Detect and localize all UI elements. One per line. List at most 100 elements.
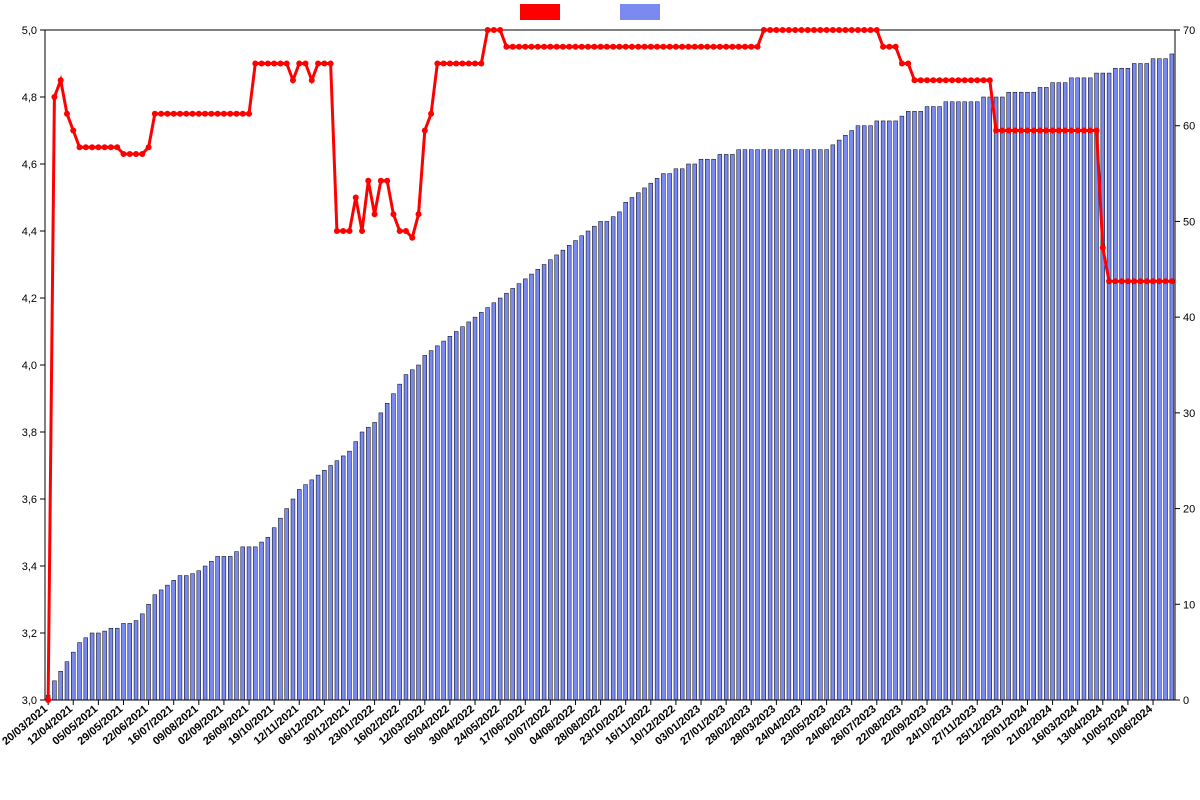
bar [1139, 64, 1143, 701]
line-marker [522, 44, 528, 50]
line-marker [1006, 128, 1012, 134]
line-marker [736, 44, 742, 50]
line-marker [120, 151, 126, 157]
bar [988, 97, 992, 700]
bar [122, 623, 126, 700]
line-marker [529, 44, 535, 50]
line-marker [541, 44, 547, 50]
line-marker [748, 44, 754, 50]
bar [523, 279, 527, 700]
line-marker [905, 61, 911, 67]
bar [906, 111, 910, 700]
bar [887, 121, 891, 700]
bar [630, 198, 634, 701]
line-marker [58, 77, 64, 83]
line-marker [1075, 128, 1081, 134]
bar [1007, 92, 1011, 700]
line-marker [849, 27, 855, 33]
bar [272, 528, 276, 700]
bar [636, 193, 640, 700]
bar [611, 217, 615, 700]
line-marker [1144, 278, 1150, 284]
line-marker [309, 77, 315, 83]
bar [831, 145, 835, 700]
line-marker [51, 94, 57, 100]
bar [818, 150, 822, 700]
line-marker [510, 44, 516, 50]
bar [398, 384, 402, 700]
bar [278, 518, 282, 700]
line-marker [478, 61, 484, 67]
line-marker [453, 61, 459, 67]
line-marker [1043, 128, 1049, 134]
line-marker [755, 44, 761, 50]
line-marker [378, 178, 384, 184]
bar [404, 375, 408, 700]
line-marker [673, 44, 679, 50]
line-marker [610, 44, 616, 50]
bar [956, 102, 960, 700]
line-marker [868, 27, 874, 33]
line-marker [221, 111, 227, 117]
bar [881, 121, 885, 700]
line-marker [497, 27, 503, 33]
bar [216, 556, 220, 700]
line-marker [780, 27, 786, 33]
bar [875, 121, 879, 700]
bar [555, 255, 559, 700]
bar [1082, 78, 1086, 700]
line-marker [1106, 278, 1112, 284]
bar [850, 131, 854, 701]
line-marker [70, 128, 76, 134]
line-marker [786, 27, 792, 33]
y-left-tick-label: 4,8 [22, 92, 37, 104]
line-marker [704, 44, 710, 50]
y-left-tick-label: 4,6 [22, 159, 37, 171]
line-marker [880, 44, 886, 50]
line-marker [190, 111, 196, 117]
line-marker [924, 77, 930, 83]
bar [360, 432, 364, 700]
bar [680, 169, 684, 700]
bar [1038, 87, 1042, 700]
line-marker [95, 144, 101, 150]
line-marker [811, 27, 817, 33]
line-marker [767, 27, 773, 33]
bar [115, 628, 119, 700]
bar [800, 150, 804, 700]
line-marker [208, 111, 214, 117]
bar [1107, 73, 1111, 700]
bar [969, 102, 973, 700]
bar [222, 556, 226, 700]
bar [1069, 78, 1073, 700]
bar [592, 226, 596, 700]
y-right-tick-label: 10 [1183, 599, 1195, 611]
bar [1032, 92, 1036, 700]
bar [65, 662, 69, 700]
line-marker [459, 61, 465, 67]
line-marker [598, 44, 604, 50]
bar [316, 475, 320, 700]
bar [1051, 83, 1055, 700]
bar [1164, 59, 1168, 700]
line-marker [77, 144, 83, 150]
bar [1063, 83, 1067, 700]
line-marker [616, 44, 622, 50]
bar [172, 580, 176, 700]
bar [479, 312, 483, 700]
bar [624, 202, 628, 700]
line-marker [1012, 128, 1018, 134]
line-marker [346, 228, 352, 234]
bar [467, 322, 471, 700]
line-marker [1100, 245, 1106, 251]
bar [147, 604, 151, 700]
bar [304, 485, 308, 700]
line-marker [127, 151, 133, 157]
bar [1126, 68, 1130, 700]
bar [913, 111, 917, 700]
legend-bar-swatch [620, 4, 660, 20]
line-marker [416, 211, 422, 217]
line-marker [114, 144, 120, 150]
bar [567, 245, 571, 700]
line-marker [1163, 278, 1169, 284]
